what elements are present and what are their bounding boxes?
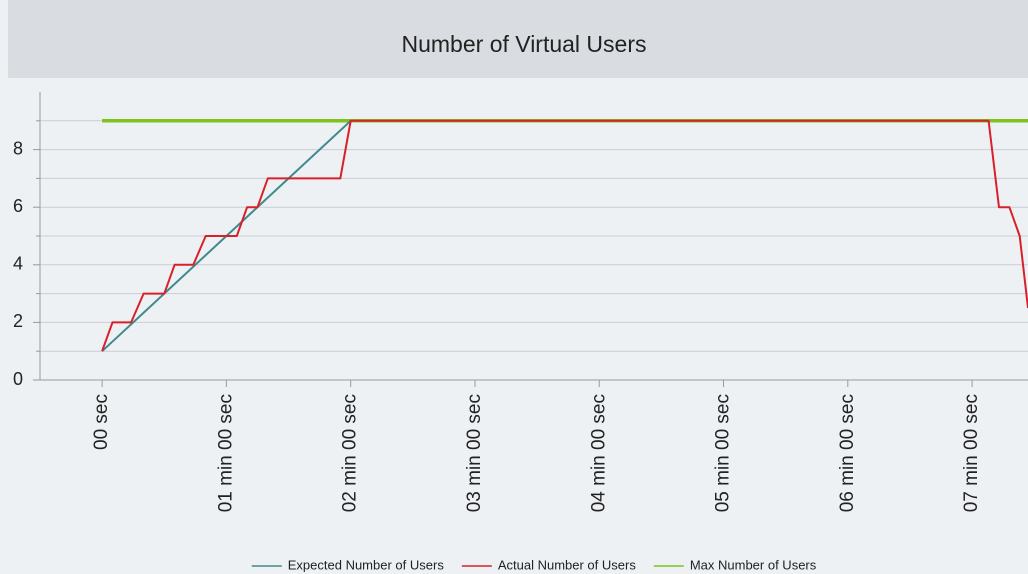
- x-tick-label: 02 min 00 sec: [340, 394, 361, 512]
- legend-label: Actual Number of Users: [498, 557, 636, 572]
- y-tick-label: 6: [13, 196, 23, 216]
- legend-label: Expected Number of Users: [288, 557, 445, 572]
- x-tick-label: 00 sec: [91, 394, 112, 450]
- x-tick-label: 06 min 00 sec: [837, 394, 858, 512]
- series-line: [101, 119, 1028, 352]
- title-bar: [8, 0, 1028, 78]
- x-tick-label: 07 min 00 sec: [961, 394, 982, 512]
- x-tick-label: 04 min 00 sec: [588, 394, 609, 512]
- legend-label: Max Number of Users: [690, 557, 817, 572]
- y-tick-label: 0: [13, 369, 23, 389]
- legend: Expected Number of Users Actual Number of…: [251, 557, 817, 572]
- y-tick-label: 2: [13, 311, 23, 331]
- x-tick-label: 01 min 00 sec: [215, 394, 236, 512]
- y-tick-label: 8: [13, 138, 23, 158]
- x-tick-label: 03 min 00 sec: [464, 394, 485, 512]
- x-tick-label: 05 min 00 sec: [713, 394, 734, 512]
- chart-title: Number of Virtual Users: [402, 31, 647, 57]
- y-tick-label: 4: [13, 254, 23, 274]
